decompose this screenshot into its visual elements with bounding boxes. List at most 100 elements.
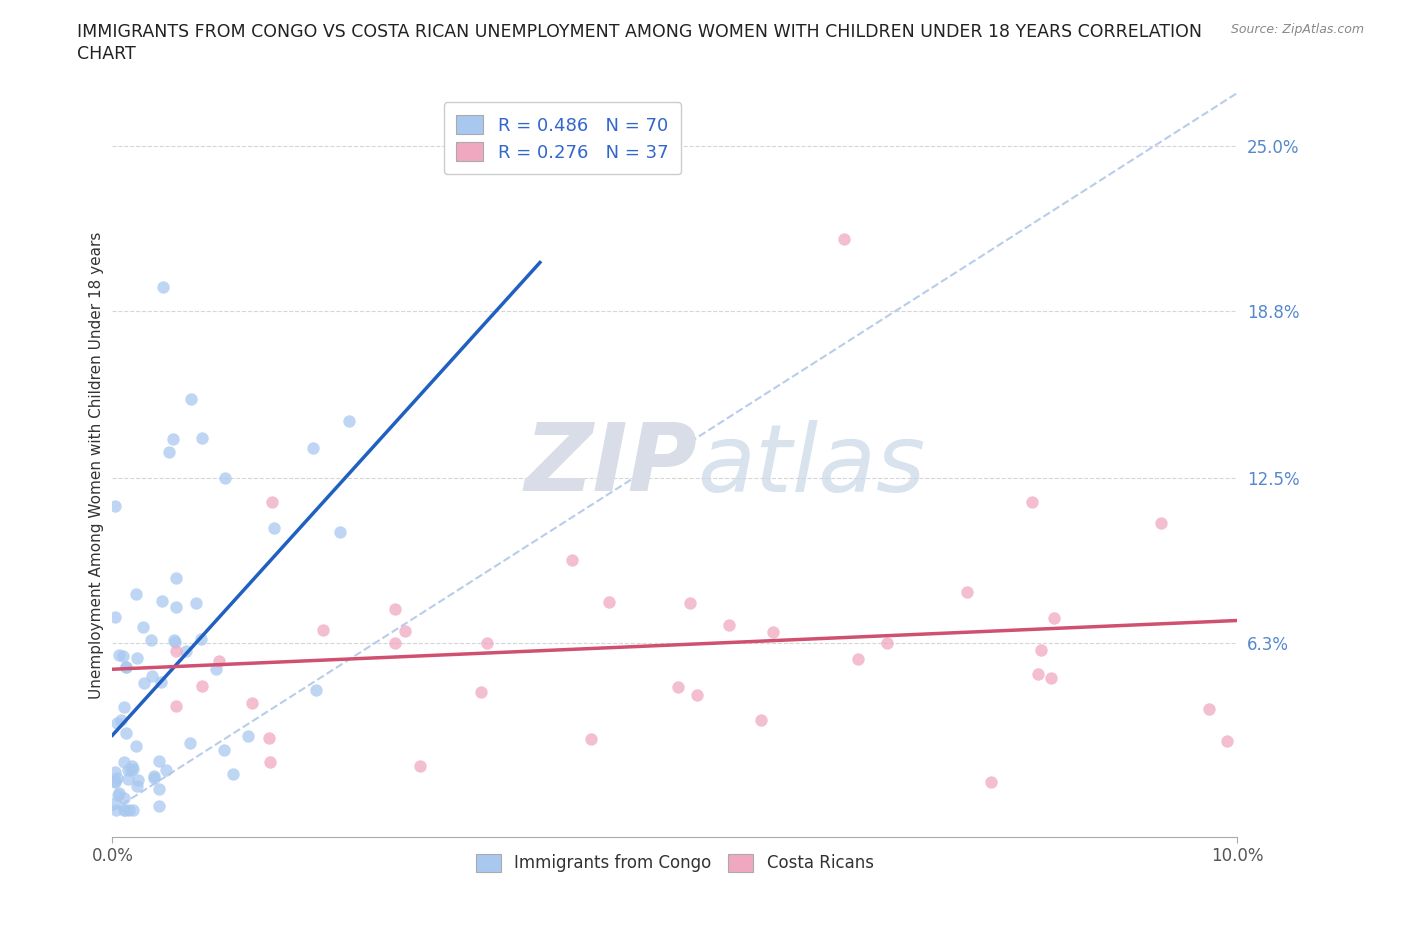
Point [207, 653, 229, 668]
Point [150, 675, 173, 690]
Point [148, 754, 170, 769]
Point [561, 552, 583, 567]
Point [1042, 610, 1064, 625]
Point [475, 635, 498, 650]
Point [134, 676, 156, 691]
Point [115, 725, 138, 740]
Point [191, 678, 214, 693]
Point [263, 521, 285, 536]
Point [165, 571, 187, 586]
Point [121, 803, 143, 817]
Point [214, 471, 236, 485]
Point [163, 632, 186, 647]
Point [1029, 643, 1052, 658]
Point [257, 730, 280, 745]
Point [111, 648, 134, 663]
Point [142, 771, 165, 786]
Point [117, 803, 139, 817]
Point [832, 232, 855, 246]
Point [107, 788, 129, 803]
Point [152, 280, 174, 295]
Point [104, 774, 127, 789]
Point [876, 636, 898, 651]
Point [1021, 495, 1043, 510]
Point [139, 632, 162, 647]
Text: Source: ZipAtlas.com: Source: ZipAtlas.com [1230, 23, 1364, 36]
Text: IMMIGRANTS FROM CONGO VS COSTA RICAN UNEMPLOYMENT AMONG WOMEN WITH CHILDREN UNDE: IMMIGRANTS FROM CONGO VS COSTA RICAN UNE… [77, 23, 1202, 41]
Point [718, 618, 741, 632]
Point [104, 498, 127, 513]
Point [115, 659, 138, 674]
Point [115, 659, 138, 674]
Point [184, 596, 207, 611]
Point [679, 595, 702, 610]
Text: CHART: CHART [77, 45, 136, 62]
Point [142, 769, 165, 784]
Point [191, 431, 214, 445]
Point [1216, 734, 1239, 749]
Point [686, 688, 709, 703]
Point [180, 392, 202, 406]
Point [120, 763, 142, 777]
Point [384, 635, 406, 650]
Point [259, 754, 281, 769]
Point [240, 695, 263, 710]
Point [311, 623, 333, 638]
Text: ZIP: ZIP [524, 419, 697, 511]
Point [104, 795, 127, 810]
Point [141, 669, 163, 684]
Point [121, 761, 143, 776]
Point [222, 766, 245, 781]
Point [112, 790, 135, 805]
Point [127, 773, 149, 788]
Point [104, 610, 127, 625]
Point [163, 635, 186, 650]
Point [409, 758, 432, 773]
Point [1150, 515, 1173, 530]
Point [105, 715, 128, 730]
Point [238, 729, 260, 744]
Point [666, 679, 689, 694]
Point [581, 732, 603, 747]
Legend: Immigrants from Congo, Costa Ricans: Immigrants from Congo, Costa Ricans [468, 845, 882, 881]
Point [190, 631, 212, 646]
Point [956, 584, 979, 599]
Point [165, 698, 187, 713]
Point [162, 432, 184, 446]
Point [304, 683, 326, 698]
Point [112, 699, 135, 714]
Point [1026, 667, 1049, 682]
Point [302, 441, 325, 456]
Point [846, 652, 869, 667]
Point [165, 644, 187, 658]
Point [980, 775, 1002, 790]
Point [125, 587, 148, 602]
Y-axis label: Unemployment Among Women with Children Under 18 years: Unemployment Among Women with Children U… [89, 232, 104, 698]
Point [104, 765, 127, 780]
Point [384, 602, 406, 617]
Point [155, 763, 177, 777]
Point [132, 619, 155, 634]
Point [104, 803, 127, 817]
Point [205, 661, 228, 676]
Point [212, 743, 235, 758]
Point [157, 445, 180, 459]
Point [179, 735, 201, 750]
Point [105, 770, 128, 785]
Point [125, 650, 148, 665]
Point [262, 495, 284, 510]
Point [1039, 671, 1062, 686]
Point [112, 754, 135, 769]
Point [112, 803, 135, 817]
Point [329, 525, 352, 539]
Point [598, 594, 620, 609]
Point [108, 786, 131, 801]
Point [749, 712, 772, 727]
Point [1198, 701, 1220, 716]
Point [174, 644, 197, 658]
Point [125, 778, 148, 793]
Point [114, 803, 136, 817]
Point [110, 712, 132, 727]
Point [150, 593, 173, 608]
Point [470, 684, 492, 699]
